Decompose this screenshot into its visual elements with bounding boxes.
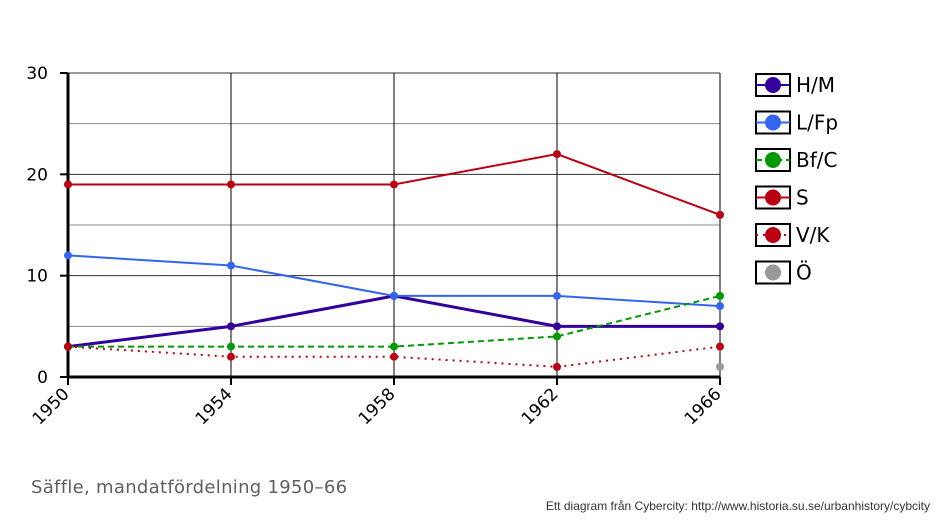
y-tick-label: 0 xyxy=(37,368,48,388)
legend-entry: Ö xyxy=(755,260,812,285)
credit-text: Ett diagram från Cybercity: http://www.h… xyxy=(545,499,930,513)
data-point xyxy=(716,210,724,219)
series-L/Fp xyxy=(64,251,724,311)
legend-entry: Bf/C xyxy=(755,148,837,172)
y-tick-label: 10 xyxy=(26,267,48,287)
data-point xyxy=(227,180,235,189)
y-tick-label: 30 xyxy=(26,64,48,84)
data-point xyxy=(390,291,398,300)
x-tick-label: 1966 xyxy=(681,384,726,429)
legend-label: S xyxy=(796,186,809,210)
data-point xyxy=(64,180,72,189)
legend-entry: L/Fp xyxy=(755,110,838,135)
legend-label: Bf/C xyxy=(796,148,837,172)
data-point xyxy=(553,322,561,331)
data-point xyxy=(716,322,724,331)
legend-marker xyxy=(765,264,781,281)
data-point xyxy=(390,180,398,189)
data-point xyxy=(390,342,398,351)
x-tick-label: 1954 xyxy=(192,384,237,429)
series-V/K xyxy=(64,342,724,371)
x-tick-labels: 1950 1954 1958 1962 1966 xyxy=(29,377,726,429)
data-point xyxy=(716,342,724,351)
data-point xyxy=(390,352,398,361)
legend-entry: S xyxy=(755,185,809,210)
data-point xyxy=(553,150,561,159)
legend: H/M L/Fp Bf/C S V/K Ö xyxy=(755,73,838,285)
legend-marker xyxy=(765,114,781,131)
legend-marker xyxy=(765,152,781,168)
legend-marker xyxy=(765,77,781,93)
y-tick-label: 20 xyxy=(26,165,48,185)
legend-entry: H/M xyxy=(755,73,835,97)
data-point xyxy=(64,342,72,351)
legend-label: Ö xyxy=(796,261,812,285)
legend-label: V/K xyxy=(796,223,830,247)
data-point xyxy=(227,352,235,361)
data-point xyxy=(716,302,724,311)
data-point xyxy=(64,251,72,260)
chart-title: Säffle, mandatfördelning 1950–66 xyxy=(31,477,348,498)
x-tick-label: 1958 xyxy=(355,384,400,429)
data-point xyxy=(716,362,724,371)
series-group xyxy=(64,150,724,371)
legend-marker xyxy=(765,189,781,206)
data-point xyxy=(227,342,235,351)
gridlines xyxy=(68,72,721,377)
legend-label: H/M xyxy=(796,73,835,97)
data-point xyxy=(227,261,235,270)
legend-label: L/Fp xyxy=(796,111,838,135)
data-point xyxy=(716,291,724,300)
x-tick-label: 1950 xyxy=(29,384,74,429)
x-tick-label: 1962 xyxy=(518,384,563,429)
data-point xyxy=(553,291,561,300)
legend-marker xyxy=(765,227,781,243)
data-point xyxy=(553,332,561,341)
series-S xyxy=(64,150,724,219)
data-point xyxy=(227,322,235,331)
legend-entry: V/K xyxy=(755,223,830,247)
series-Ö xyxy=(716,362,724,371)
data-point xyxy=(553,362,561,371)
y-tick-labels: 0 10 20 30 xyxy=(26,64,68,388)
